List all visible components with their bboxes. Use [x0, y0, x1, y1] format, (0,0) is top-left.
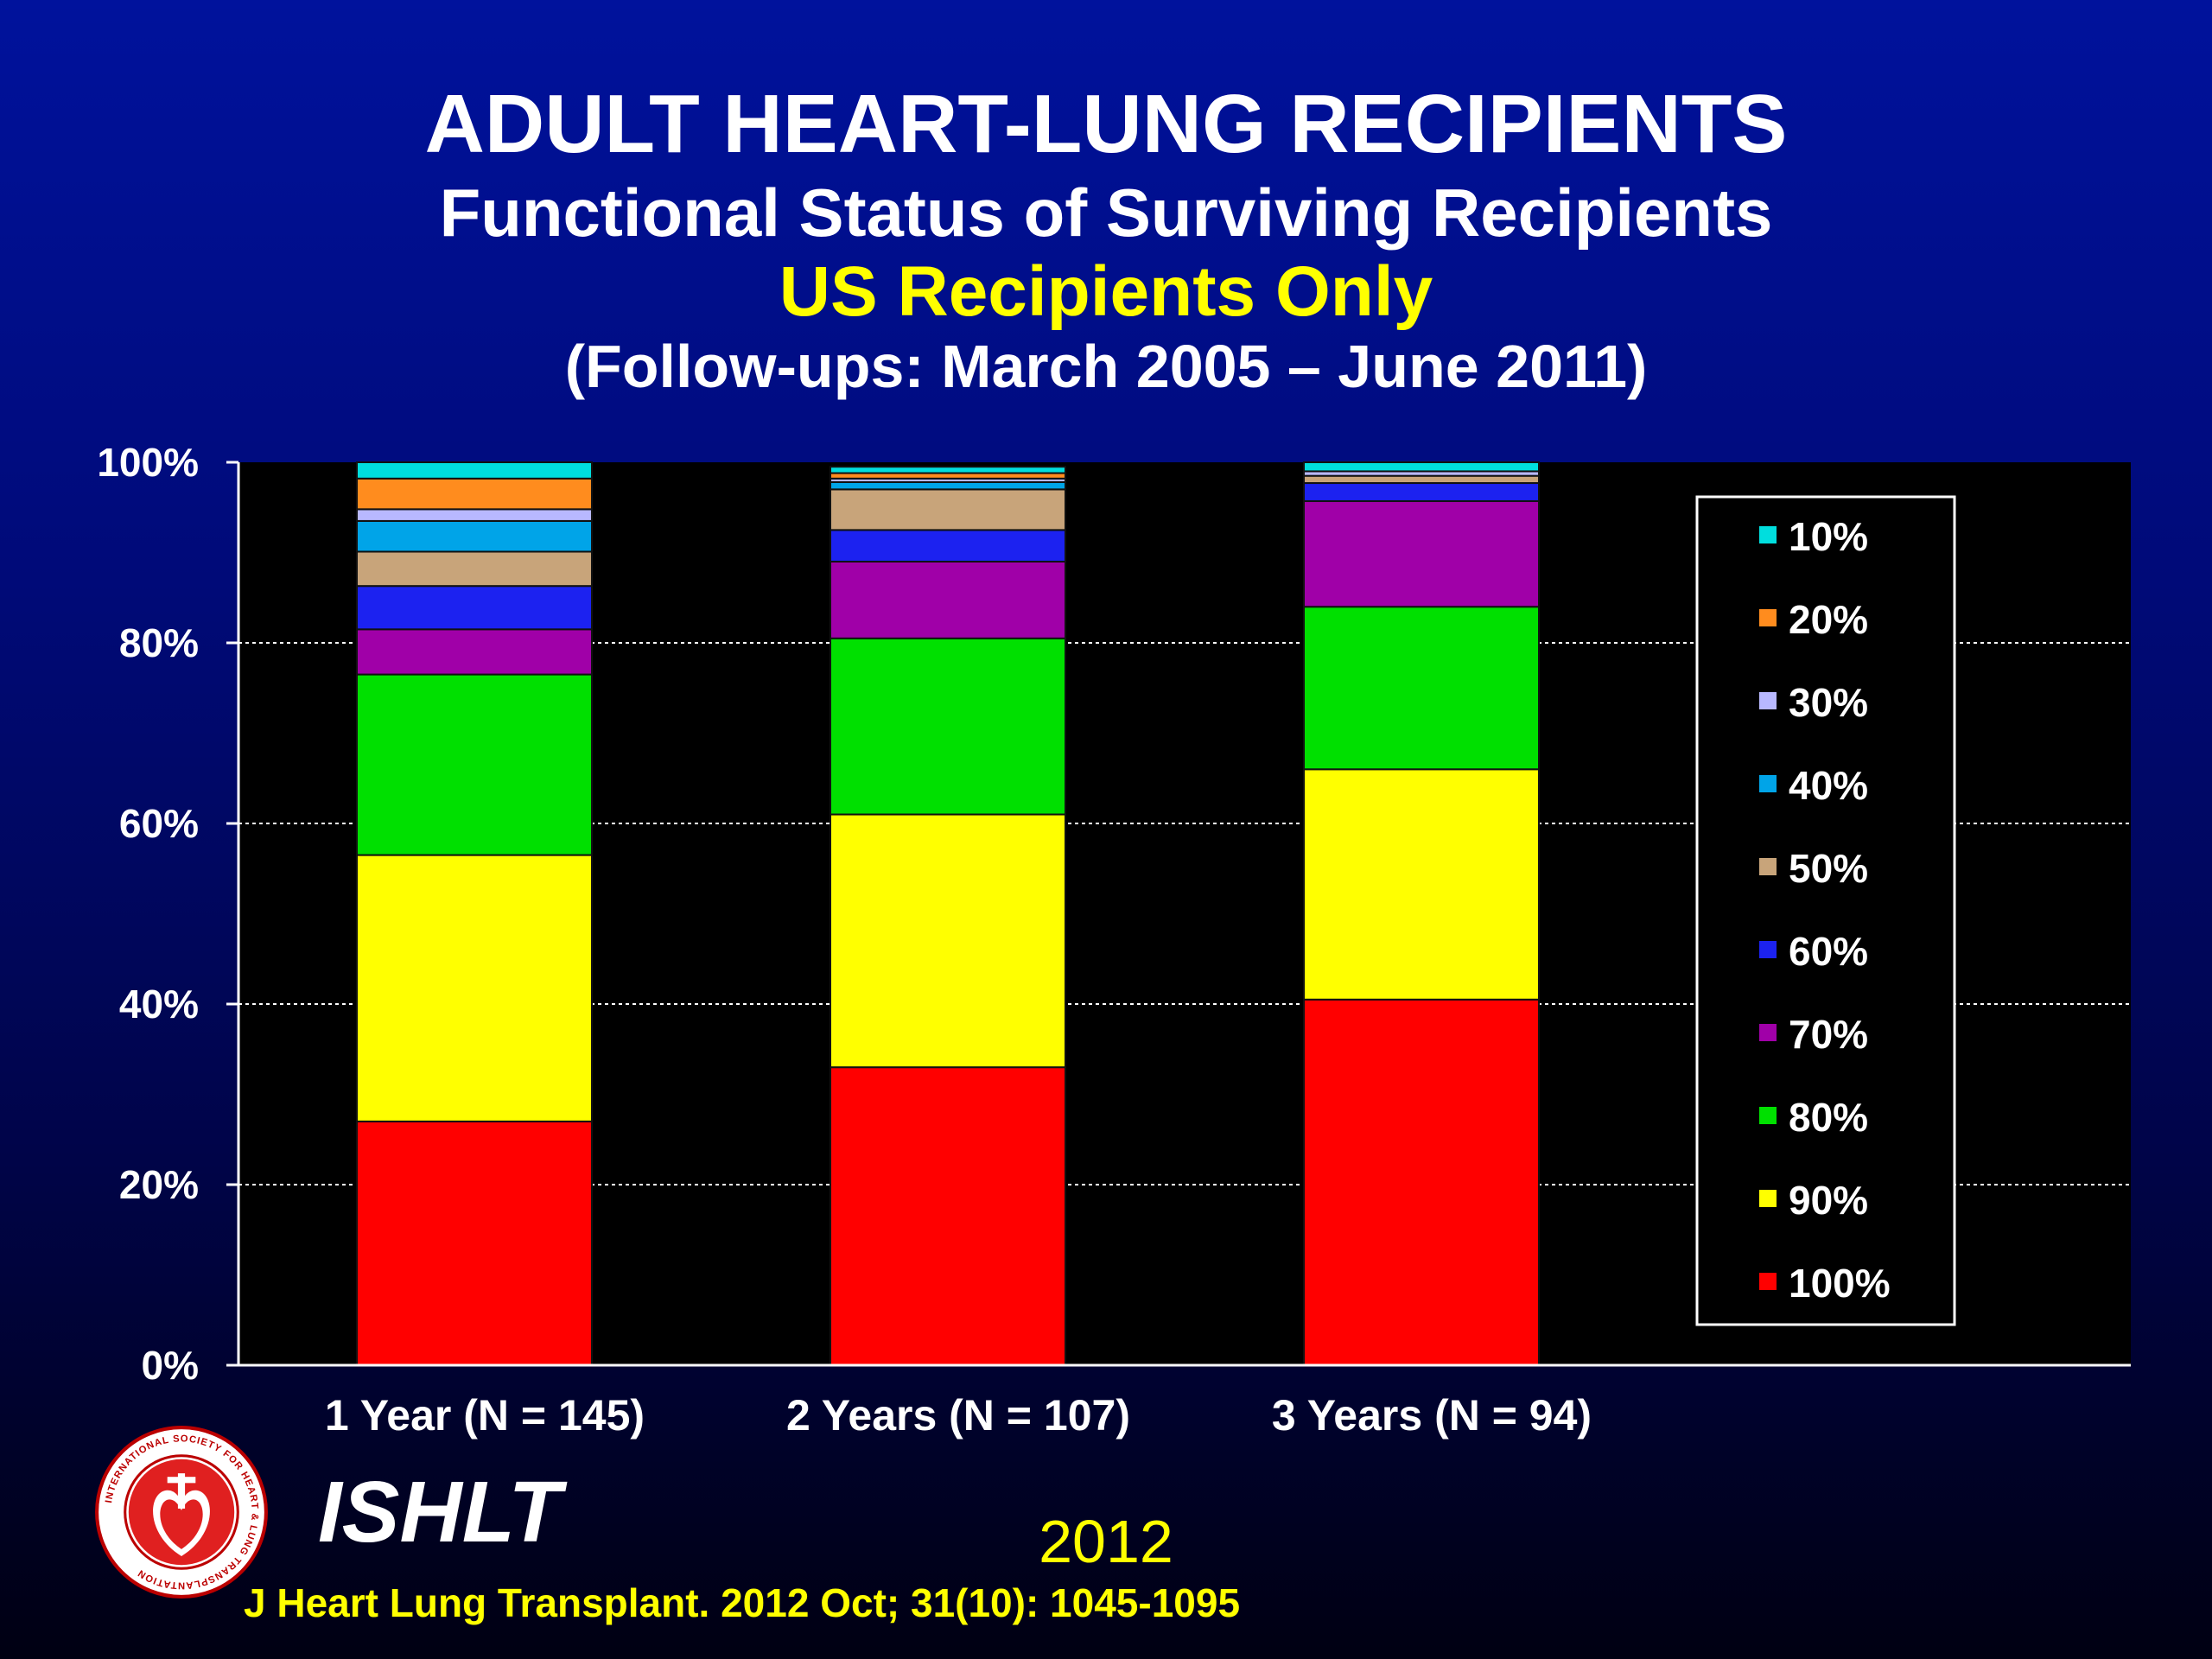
ishlt-logo: INTERNATIONAL SOCIETY FOR HEART & LUNG T…	[95, 1426, 268, 1599]
x-tick-labels: 1 Year (N = 145) 2 Years (N = 107) 3 Years…	[325, 1391, 1592, 1440]
legend-label: 100%	[1789, 1261, 1891, 1306]
bar-segment	[1303, 768, 1540, 1001]
legend-box	[1695, 495, 1956, 1326]
bar-segment	[830, 813, 1066, 1069]
x-tick-label: 3 Years (N = 94)	[1272, 1391, 1592, 1440]
period-subtitle: (Follow-ups: March 2005 – June 2011)	[564, 333, 1648, 400]
bar-segment	[356, 508, 593, 522]
legend-swatch	[1759, 609, 1777, 626]
bar-segment	[356, 477, 593, 511]
legend-label: 30%	[1789, 680, 1868, 725]
legend-swatch	[1759, 526, 1777, 543]
page-subtitle: Functional Status of Surviving Recipient…	[439, 175, 1773, 251]
bar-segment	[356, 585, 593, 631]
bar-segment	[830, 488, 1066, 531]
legend-entries: 10% 20% 30% 40% 50% 60% 70% 80% 90% 100%	[1759, 514, 1891, 1306]
legend-swatch	[1759, 775, 1777, 792]
legend-label: 70%	[1789, 1012, 1868, 1057]
legend-swatch	[1759, 692, 1777, 709]
bar-segment	[1303, 474, 1540, 485]
bar-segment	[356, 673, 593, 856]
bar-segment	[830, 466, 1066, 474]
legend-swatch	[1759, 1273, 1777, 1290]
legend-swatch	[1759, 1107, 1777, 1124]
legend-swatch	[1759, 941, 1777, 958]
bar-segment	[1303, 499, 1540, 608]
bar-segment	[356, 519, 593, 553]
bar-segment	[356, 461, 593, 480]
y-tick-label: 60%	[119, 801, 199, 846]
y-tick-label: 20%	[119, 1162, 199, 1207]
legend-swatch	[1759, 1024, 1777, 1041]
legend-label: 60%	[1789, 929, 1868, 974]
legend-label: 80%	[1789, 1095, 1868, 1140]
y-tick-label: 0%	[142, 1343, 199, 1388]
bar-segment	[830, 529, 1066, 563]
legend-swatch	[1759, 858, 1777, 875]
bar-segment	[830, 1066, 1066, 1367]
bar-segment	[830, 560, 1066, 639]
legend-label: 40%	[1789, 763, 1868, 808]
bar-segment	[1303, 606, 1540, 771]
bar-segment	[356, 1120, 593, 1366]
region-subtitle: US Recipients Only	[779, 252, 1433, 331]
bar-segment	[1303, 461, 1540, 473]
bar-segment	[1303, 482, 1540, 502]
legend-label: 50%	[1789, 846, 1868, 891]
bar-segment	[830, 480, 1066, 491]
org-name: ISHLT	[318, 1464, 562, 1560]
legend-label: 10%	[1789, 514, 1868, 559]
bar-segment	[1303, 998, 1540, 1367]
bar-segment	[830, 637, 1066, 816]
y-tick-label: 100%	[97, 440, 199, 485]
citation: J Heart Lung Transplant. 2012 Oct; 31(10…	[244, 1580, 1241, 1625]
x-tick-label: 2 Years (N = 107)	[786, 1391, 1130, 1440]
bar-segment	[356, 628, 593, 676]
legend-label: 90%	[1789, 1178, 1868, 1223]
legend-swatch	[1759, 1190, 1777, 1207]
page-title: ADULT HEART-LUNG RECIPIENTS	[424, 78, 1788, 170]
legend-label: 20%	[1789, 597, 1868, 642]
year-label: 2012	[1039, 1508, 1173, 1575]
y-tick-label: 80%	[119, 620, 199, 665]
bar-segment	[356, 550, 593, 588]
y-tick-label: 40%	[119, 982, 199, 1027]
legend: 10% 20% 30% 40% 50% 60% 70% 80% 90% 100%	[1695, 495, 1956, 1326]
bars	[356, 461, 1540, 1367]
x-tick-label: 1 Year (N = 145)	[325, 1391, 645, 1440]
bar-segment	[356, 854, 593, 1122]
y-tick-labels: 0% 20% 40% 60% 80% 100%	[97, 440, 238, 1388]
